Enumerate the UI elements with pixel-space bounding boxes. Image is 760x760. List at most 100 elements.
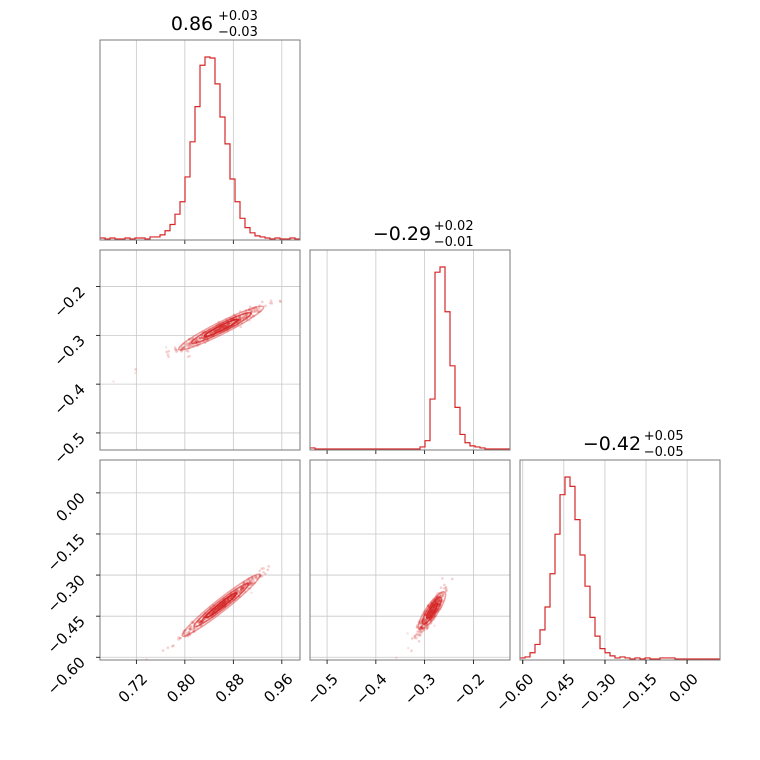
scatter-point	[247, 308, 251, 311]
x-tick-label: 0.88	[212, 670, 248, 706]
panel-title-sup: +0.03	[218, 9, 258, 24]
scatter-point	[437, 599, 440, 603]
scatter-point	[260, 567, 264, 570]
scatter-point	[256, 309, 259, 313]
scatter-point	[194, 339, 197, 342]
scatter-point	[418, 621, 422, 625]
scatter-point	[188, 628, 192, 631]
scatter-point	[185, 343, 188, 346]
scatter-point	[238, 317, 242, 321]
x-tick-label: −0.30	[574, 670, 619, 715]
scatter-point	[444, 589, 448, 593]
scatter-point	[167, 349, 171, 353]
histogram-bar	[575, 520, 580, 660]
scatter-point	[247, 308, 251, 312]
scatter-point	[416, 633, 419, 636]
scatter-point	[445, 588, 448, 592]
scatter-point	[238, 316, 241, 319]
scatter-point	[395, 656, 398, 660]
scatter-point	[198, 336, 202, 340]
histogram-bar	[430, 399, 435, 450]
scatter-point	[258, 575, 262, 578]
scatter-point	[184, 628, 188, 632]
scatter-point	[252, 310, 256, 313]
histogram-bar	[580, 555, 585, 660]
histogram-panel-3	[519, 459, 721, 664]
scatter-point	[240, 587, 243, 591]
contour-line	[193, 582, 250, 628]
scatter-point	[187, 344, 191, 347]
scatter-point	[251, 314, 255, 318]
scatter-point	[415, 626, 419, 629]
scatter-point	[279, 300, 282, 304]
scatter-point	[259, 309, 262, 313]
scatter-point	[253, 581, 256, 585]
scatter-point	[417, 633, 421, 637]
scatter-point	[267, 565, 270, 568]
scatter-point	[423, 610, 426, 613]
y-tick-label: −0.3	[50, 331, 88, 369]
scatter-point	[240, 586, 244, 590]
scatter-point	[185, 349, 188, 352]
scatter-point	[251, 576, 255, 580]
scatter-point	[419, 630, 422, 633]
scatter-point	[438, 598, 441, 601]
contour-line	[190, 311, 252, 345]
scatter-point	[194, 343, 197, 347]
scatter-point	[185, 634, 188, 637]
scatter-point	[247, 577, 251, 580]
histogram-bar	[255, 236, 260, 240]
scatter-point	[202, 617, 205, 620]
scatter-point	[193, 629, 196, 633]
scatter-point	[441, 577, 444, 580]
scatter-point	[435, 595, 439, 598]
x-tick-label: −0.60	[492, 670, 537, 715]
scatter-points	[395, 577, 454, 660]
scatter-point	[191, 621, 195, 624]
contour-line	[421, 596, 443, 625]
y-tick-label: −0.60	[44, 653, 89, 698]
scatter-point	[254, 309, 257, 312]
histogram-bar	[180, 202, 185, 240]
scatter-point	[166, 353, 170, 356]
scatter-point	[268, 301, 272, 305]
scatter-point	[240, 316, 244, 319]
scatter-panel-2	[99, 459, 301, 661]
x-tick-label: 0.80	[163, 670, 199, 706]
y-tick-label: −0.45	[44, 612, 89, 657]
scatter-point	[210, 611, 214, 615]
scatter-point	[198, 336, 202, 340]
scatter-point	[269, 299, 273, 303]
histogram-bar	[215, 84, 220, 240]
scatter-point	[187, 633, 191, 636]
scatter-point	[434, 614, 438, 618]
scatter-point	[185, 342, 189, 345]
scatter-point	[237, 591, 241, 594]
scatter-point	[244, 314, 248, 318]
scatter-point	[420, 625, 423, 629]
scatter-point	[167, 355, 170, 359]
scatter-point	[201, 619, 204, 623]
scatter-point	[437, 598, 440, 602]
histogram-line	[100, 56, 300, 240]
panel-border	[309, 459, 511, 661]
scatter-point	[413, 634, 417, 638]
scatter-point	[427, 624, 430, 627]
scatter-point	[248, 319, 251, 322]
contour-core	[211, 323, 231, 333]
scatter-point	[419, 620, 422, 623]
scatter-point	[186, 350, 190, 353]
scatter-point	[186, 632, 190, 636]
scatter-point	[250, 309, 253, 312]
scatter-point	[239, 589, 243, 592]
scatter-point	[187, 627, 191, 631]
scatter-point	[198, 336, 202, 340]
panel-title-sub: −0.03	[218, 25, 258, 40]
scatter-point	[438, 600, 441, 604]
scatter-point	[256, 310, 260, 314]
scatter-panel-1	[99, 249, 301, 451]
scatter-point	[442, 592, 446, 595]
scatter-point	[417, 639, 421, 643]
scatter-point	[438, 607, 442, 611]
